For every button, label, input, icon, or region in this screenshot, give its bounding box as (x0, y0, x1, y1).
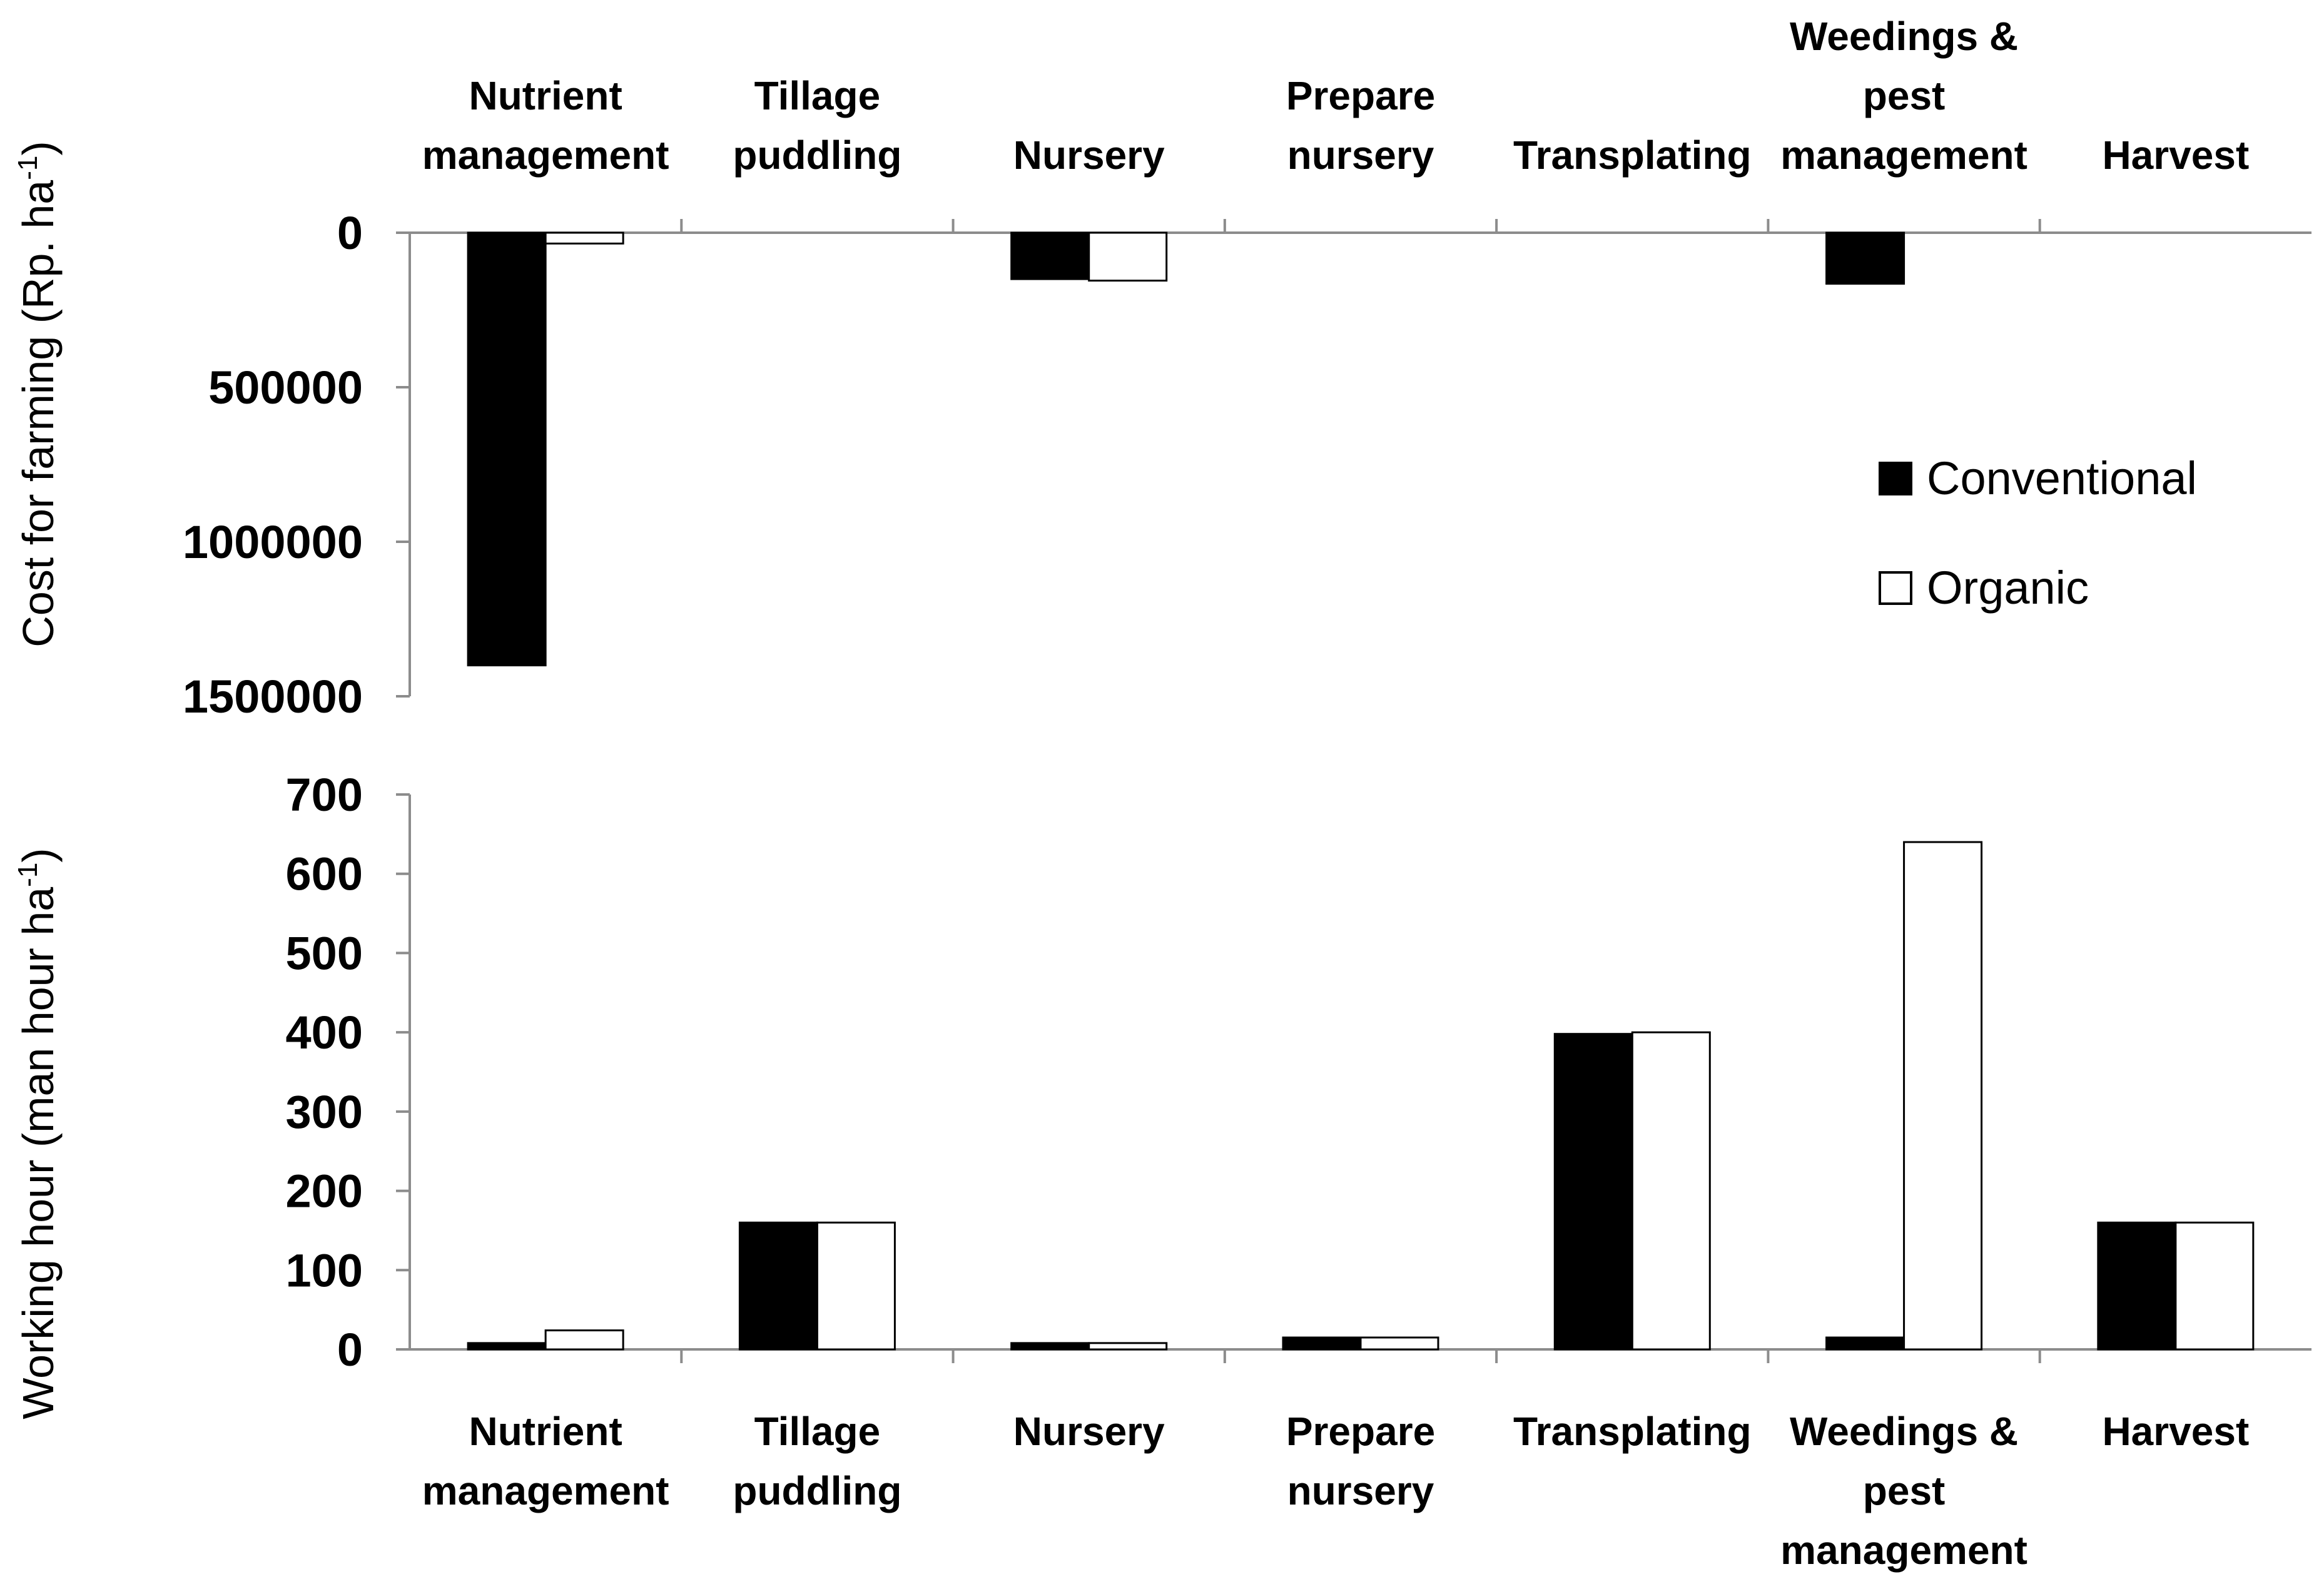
cost-y-tick-label: 1500000 (183, 671, 363, 723)
cost-category-label: Prepare nursery (1286, 73, 1435, 178)
hours-category-label: Transplating (1513, 1409, 1752, 1454)
cost-chart: 0 500000 1000000 1500000 Nutrient management T… (13, 14, 2311, 723)
cost-category-label: Weedings & pest management (1780, 14, 2027, 178)
cost-category-label: Transplating (1513, 133, 1752, 178)
cost-bar-conventional (467, 231, 547, 667)
cost-category-label: Tillage puddling (733, 73, 901, 178)
cost-bar-conventional (1825, 231, 1905, 285)
hours-y-tick-label: 0 (337, 1324, 363, 1376)
hours-bar-conventional (1010, 1342, 1090, 1351)
hours-y-tick-label: 300 (286, 1086, 363, 1138)
hours-category-label: Prepare nursery (1286, 1409, 1435, 1513)
hours-category-label: Nutrient management (422, 1409, 669, 1513)
hours-y-tick-label: 100 (286, 1244, 363, 1296)
hours-y-axis-title: Working hour (man hour ha-1) (13, 848, 63, 1419)
cost-y-tick-label: 500000 (208, 362, 363, 414)
legend: Conventional Organic (1879, 452, 2197, 614)
cost-bar-organic (544, 231, 624, 245)
hours-y-tick-label: 600 (286, 848, 363, 900)
hours-bar-organic (2174, 1221, 2255, 1351)
cost-y-axis-title: Cost for farming (Rp. ha-1) (13, 141, 63, 647)
cost-y-tick-label: 1000000 (183, 516, 363, 568)
hours-bar-organic (816, 1221, 896, 1351)
hours-category-label: Harvest (2102, 1409, 2249, 1454)
cost-y-tick-label: 0 (337, 207, 363, 259)
cost-category-label: Nutrient management (422, 73, 669, 178)
hours-y-tick-label: 200 (286, 1165, 363, 1217)
cost-category-label: Harvest (2102, 133, 2249, 178)
hours-category-label: Nursery (1013, 1409, 1165, 1454)
hours-chart: 0 100 200 300 400 500 600 700 Nutrient management… (13, 769, 2311, 1573)
legend-label-organic: Organic (1927, 562, 2089, 614)
hours-bar-conventional (738, 1221, 818, 1351)
hours-y-tick-label: 400 (286, 1007, 363, 1058)
hours-bar-organic (1903, 841, 1983, 1351)
hours-bar-organic (1631, 1031, 1711, 1351)
legend-swatch-conventional (1879, 462, 1912, 495)
hours-bar-conventional (1825, 1336, 1905, 1351)
cost-bar-conventional (1010, 231, 1090, 280)
hours-bar-organic (1088, 1342, 1168, 1351)
legend-label-conventional: Conventional (1927, 452, 2197, 504)
hours-bar-organic (1359, 1336, 1439, 1351)
hours-bar-conventional (467, 1342, 547, 1351)
hours-bar-organic (544, 1329, 624, 1351)
cost-bar-organic (1088, 231, 1168, 282)
hours-bar-conventional (1282, 1336, 1362, 1351)
hours-category-label: Weedings & pest management (1780, 1409, 2027, 1573)
hours-y-tick-label: 500 (286, 927, 363, 979)
hours-bar-conventional (2097, 1221, 2177, 1351)
hours-category-label: Tillage puddling (733, 1409, 901, 1513)
hours-y-tick-label: 700 (286, 769, 363, 821)
cost-category-label: Nursery (1013, 133, 1165, 178)
legend-swatch-organic (1879, 571, 1912, 605)
hours-bar-conventional (1553, 1033, 1633, 1351)
